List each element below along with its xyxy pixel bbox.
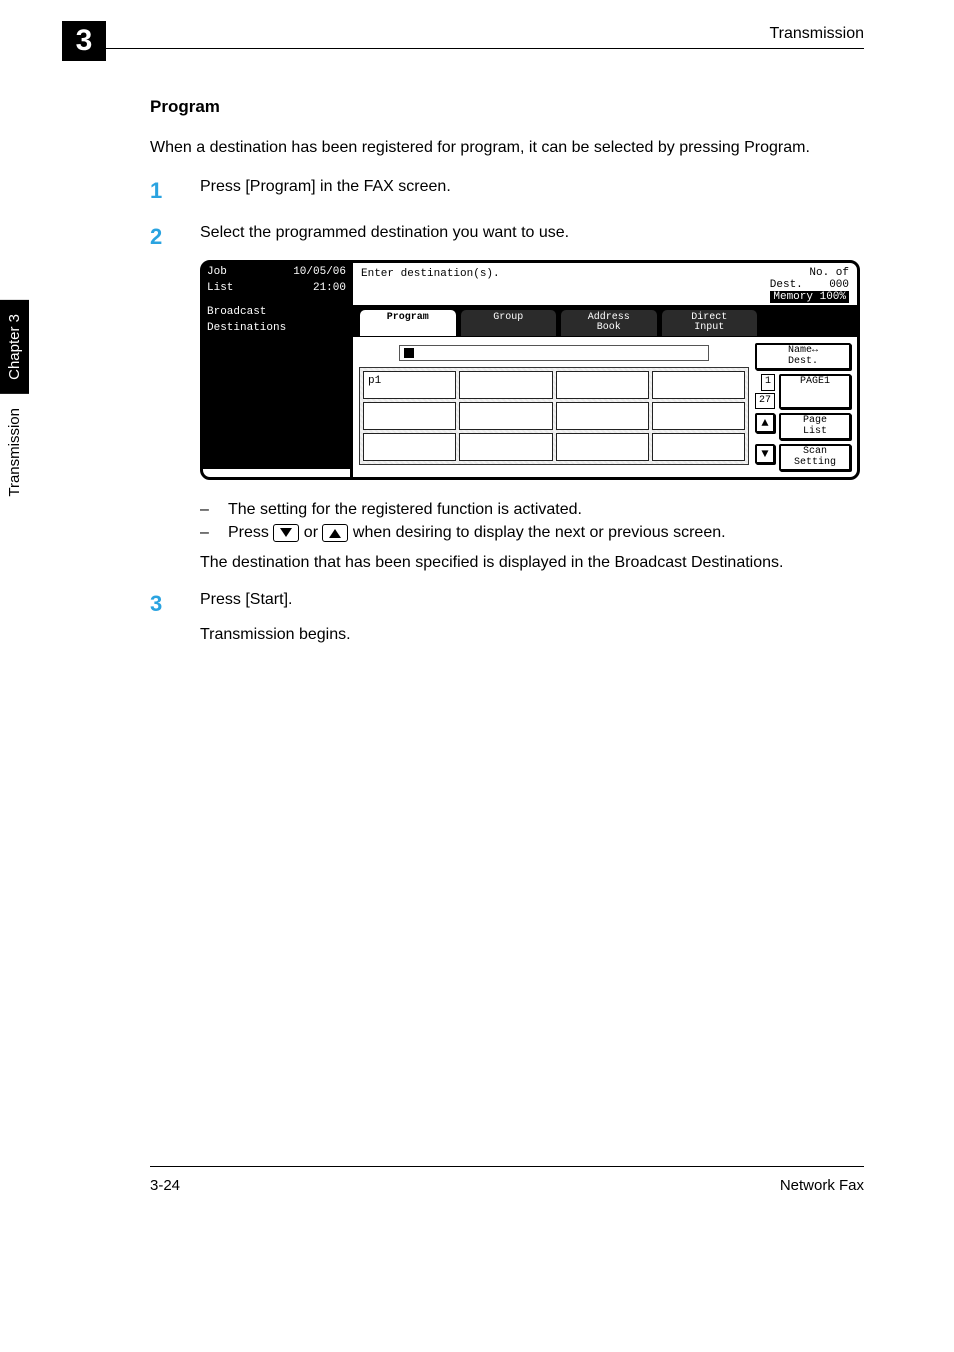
step-2-text: Select the programmed destination you wa…	[200, 221, 864, 244]
step-1-text: Press [Program] in the FAX screen.	[200, 175, 864, 207]
lcd-memory-value: 100%	[820, 291, 846, 303]
content-heading: Program	[150, 95, 864, 120]
lcd-status: No. of Dest. 000 Memory 100%	[770, 267, 849, 303]
step-3-after: Transmission begins.	[200, 623, 864, 646]
lcd-grid: p1	[359, 367, 749, 465]
lcd-cell-empty[interactable]	[459, 402, 552, 430]
btn-page-list[interactable]: Page List	[779, 413, 851, 440]
lcd-left-panel: Job List 10/05/06 21:00 Broadcast Destin…	[203, 263, 353, 477]
lcd-cell-empty[interactable]	[556, 371, 649, 399]
arrow-up-icon	[322, 524, 348, 542]
arrow-down-icon	[273, 524, 299, 542]
header-section-title: Transmission	[769, 25, 864, 43]
lcd-noofdest-value: 000	[829, 279, 849, 291]
tab-direct-input[interactable]: Direct Input	[661, 309, 759, 337]
step-2-after: The destination that has been specified …	[200, 551, 864, 574]
step-3-text: Press [Start].	[200, 588, 864, 611]
lcd-cell-empty[interactable]	[363, 433, 456, 461]
bullet-dash: –	[200, 521, 228, 544]
footer-left: 3-24	[150, 1175, 180, 1197]
chapter-number: 3	[62, 21, 106, 61]
lcd-memory-label: Memory	[773, 291, 813, 303]
content-intro: When a destination has been registered f…	[150, 136, 864, 159]
bullet-dash: –	[200, 498, 228, 521]
lcd-cell-p1[interactable]: p1	[363, 371, 456, 399]
btn-page-up[interactable]: ▲	[755, 413, 775, 433]
step-2: 2 Select the programmed destination you …	[150, 221, 864, 574]
btn-page1[interactable]: PAGE1	[779, 374, 851, 409]
lcd-page-counter: 1 27	[755, 374, 775, 409]
lcd-right-panel: Enter destination(s). No. of Dest. 000 M…	[353, 263, 857, 477]
step-2-num: 2	[150, 221, 200, 574]
footer-right: Network Fax	[780, 1175, 864, 1197]
bullet2-pre: Press	[228, 524, 273, 541]
bullet2-post: when desiring to display the next or pre…	[353, 524, 726, 541]
tab-program[interactable]: Program	[359, 309, 457, 337]
step-1: 1 Press [Program] in the FAX screen.	[150, 175, 864, 207]
step-1-num: 1	[150, 175, 200, 207]
bullet2-mid: or	[304, 524, 323, 541]
lcd-cell-empty[interactable]	[652, 371, 745, 399]
lcd-prompt: Enter destination(s).	[361, 267, 500, 303]
lcd-cell-empty[interactable]	[363, 402, 456, 430]
lcd-cell-empty[interactable]	[652, 402, 745, 430]
tab-group[interactable]: Group	[460, 309, 558, 337]
btn-page-down[interactable]: ▼	[755, 444, 775, 464]
btn-scan-setting[interactable]: Scan Setting	[779, 444, 851, 471]
fax-lcd: Job List 10/05/06 21:00 Broadcast Destin…	[200, 260, 860, 480]
step-3-num: 3	[150, 588, 200, 646]
lcd-job-list[interactable]: Job List	[207, 265, 233, 297]
lcd-cell-empty[interactable]	[652, 433, 745, 461]
lcd-broadcast-dest[interactable]: Broadcast Destinations	[207, 306, 286, 334]
lcd-counter-bottom: 27	[755, 393, 775, 410]
lcd-search-input[interactable]	[399, 345, 709, 361]
step-2-bullet-2: Press or when desiring to display the ne…	[228, 521, 726, 544]
lcd-datetime: 10/05/06 21:00	[293, 265, 346, 297]
lcd-cell-empty[interactable]	[459, 433, 552, 461]
header-rule: 3 Transmission	[90, 48, 864, 49]
step-3: 3 Press [Start]. Transmission begins.	[150, 588, 864, 646]
lcd-cell-empty[interactable]	[459, 371, 552, 399]
lcd-counter-top: 1	[761, 374, 775, 391]
lcd-cell-empty[interactable]	[556, 433, 649, 461]
btn-name-dest[interactable]: Name↔ Dest.	[755, 343, 851, 370]
tab-address-book[interactable]: Address Book	[560, 309, 658, 337]
lcd-side-buttons: Name↔ Dest. 1 27 PAGE1 ▲	[755, 343, 851, 471]
lcd-cell-empty[interactable]	[556, 402, 649, 430]
page: 3 Transmission Program When a destinatio…	[0, 0, 954, 1237]
content: Program When a destination has been regi…	[150, 95, 864, 1197]
lcd-tabs: Program Group Address Book Direct Input	[353, 306, 857, 337]
footer: 3-24 Network Fax	[150, 1166, 864, 1197]
step-2-bullet-1: The setting for the registered function …	[228, 498, 582, 521]
